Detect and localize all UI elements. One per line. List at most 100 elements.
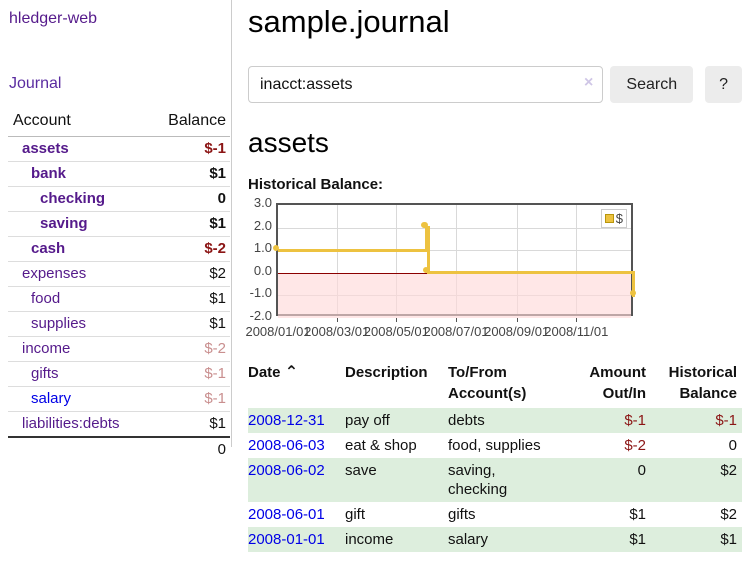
account-row: food $1 bbox=[8, 286, 230, 312]
gridline bbox=[278, 227, 631, 229]
account-link-supplies[interactable]: supplies bbox=[31, 315, 87, 332]
account-balance: $1 bbox=[209, 415, 226, 432]
account-link-bank[interactable]: bank bbox=[31, 165, 67, 182]
account-balance: $1 bbox=[209, 215, 226, 232]
x-tick-label: 2008/07/01 bbox=[423, 324, 489, 339]
col-accounts: To/From Account(s) bbox=[448, 364, 527, 402]
register-table: Date ⌃ Description To/From Account(s) Am… bbox=[248, 360, 742, 552]
y-tick-label: 2.0 bbox=[253, 217, 272, 233]
col-date[interactable]: Date ⌃ bbox=[248, 364, 299, 381]
account-row: supplies $1 bbox=[8, 311, 230, 337]
y-tick-label: 1.0 bbox=[253, 240, 272, 256]
data-point-marker bbox=[423, 267, 430, 274]
account-link-liabilities-debts[interactable]: liabilities:debts bbox=[22, 415, 120, 432]
transaction-date-link[interactable]: 2008-12-31 bbox=[248, 412, 325, 429]
search-form: × Search ? bbox=[248, 66, 742, 103]
series-line bbox=[427, 226, 431, 275]
clear-search-icon[interactable]: × bbox=[584, 74, 594, 91]
x-tick-label: 2008/05/01 bbox=[363, 324, 429, 339]
help-button[interactable]: ? bbox=[705, 66, 742, 103]
search-button[interactable]: Search bbox=[610, 66, 694, 103]
transaction-date-link[interactable]: 2008-06-03 bbox=[248, 437, 325, 454]
transaction-amount: 0 bbox=[637, 462, 646, 479]
accounts-col-account: Account bbox=[13, 112, 71, 129]
account-link-gifts[interactable]: gifts bbox=[31, 365, 59, 382]
transaction-accounts: saving, checking bbox=[448, 462, 508, 498]
x-tick-label: 2008/03/01 bbox=[304, 324, 370, 339]
account-balance: $-2 bbox=[204, 240, 226, 257]
accounts-total: 0 bbox=[217, 441, 226, 458]
account-link-assets[interactable]: assets bbox=[22, 140, 69, 157]
axis-tick bbox=[396, 318, 398, 322]
axis-tick bbox=[336, 318, 338, 322]
axis-tick bbox=[456, 318, 457, 322]
legend-swatch bbox=[604, 214, 614, 223]
account-link-expenses[interactable]: expenses bbox=[22, 265, 87, 282]
account-link-checking[interactable]: checking bbox=[40, 190, 106, 207]
legend-label: $ bbox=[615, 211, 623, 226]
transaction-date-link[interactable]: 2008-06-01 bbox=[248, 506, 325, 523]
account-link-salary[interactable]: salary bbox=[31, 390, 72, 407]
chart-plot-area[interactable]: $ bbox=[272, 203, 636, 318]
transaction-row: 2008-12-31 pay off debts $-1 $-1 bbox=[248, 408, 742, 433]
negative-region bbox=[278, 272, 631, 318]
gridline bbox=[336, 205, 338, 314]
transaction-amount: $-1 bbox=[624, 412, 646, 429]
chart-legend: $ bbox=[600, 209, 627, 228]
x-tick-label: 2008/11/01 bbox=[544, 324, 609, 339]
account-row: bank $1 bbox=[8, 161, 230, 187]
account-row: income $-2 bbox=[8, 336, 230, 362]
axis-tick bbox=[576, 318, 578, 322]
account-balance: $1 bbox=[209, 165, 226, 182]
transaction-balance: 0 bbox=[728, 437, 737, 454]
transaction-accounts: debts bbox=[448, 412, 485, 429]
col-amount: Amount Out/In bbox=[589, 364, 646, 402]
series-line bbox=[428, 271, 635, 275]
accounts-table: Account Balance assets $-1 bank $1 checking 0… bbox=[8, 107, 230, 462]
account-link-income[interactable]: income bbox=[22, 340, 71, 357]
y-tick-label: -1.0 bbox=[249, 285, 272, 301]
transaction-accounts: gifts bbox=[448, 506, 476, 523]
account-row: assets $-1 bbox=[8, 137, 230, 162]
account-heading: assets bbox=[248, 127, 329, 158]
y-tick-label: -2.0 bbox=[249, 308, 272, 323]
transaction-description: save bbox=[345, 462, 377, 479]
account-link-saving[interactable]: saving bbox=[40, 215, 88, 232]
transaction-description: gift bbox=[345, 506, 366, 523]
accounts-col-balance: Balance bbox=[168, 112, 226, 129]
balance-chart: 3.0 2.0 1.0 0.0 -1.0 -2.0 $ 2008/01/01 2008/03… bbox=[245, 195, 648, 343]
transaction-description: eat & shop bbox=[345, 437, 417, 454]
transaction-amount: $1 bbox=[629, 506, 646, 523]
transaction-accounts: food, supplies bbox=[448, 437, 541, 454]
account-row: gifts $-1 bbox=[8, 361, 230, 387]
account-balance: $-1 bbox=[204, 390, 226, 407]
transaction-date-link[interactable]: 2008-01-01 bbox=[248, 531, 325, 548]
brand-link[interactable]: hledger-web bbox=[9, 10, 98, 27]
series-line bbox=[425, 226, 429, 252]
transaction-balance: $2 bbox=[720, 462, 737, 479]
transaction-date-link[interactable]: 2008-06-02 bbox=[248, 462, 325, 479]
gridline bbox=[278, 250, 631, 252]
account-row: saving $1 bbox=[8, 211, 230, 237]
transaction-description: pay off bbox=[345, 412, 390, 429]
account-link-cash[interactable]: cash bbox=[31, 240, 66, 257]
series-line bbox=[632, 271, 635, 297]
gridline bbox=[576, 205, 578, 314]
transaction-balance: $2 bbox=[720, 506, 737, 523]
transaction-row: 2008-06-01 gift gifts $1 $2 bbox=[248, 502, 742, 527]
account-link-food[interactable]: food bbox=[31, 290, 61, 307]
account-row: salary $-1 bbox=[8, 386, 230, 412]
account-balance: $-2 bbox=[204, 340, 226, 357]
nav-journal-link[interactable]: Journal bbox=[9, 75, 62, 92]
data-point-marker bbox=[629, 289, 636, 296]
col-balance: Historical Balance bbox=[668, 364, 737, 402]
transaction-description: income bbox=[345, 531, 394, 548]
gridline bbox=[396, 205, 398, 314]
col-description: Description bbox=[345, 364, 428, 381]
accounts-total-row: 0 bbox=[8, 437, 230, 462]
axis-tick bbox=[516, 318, 518, 322]
x-tick-label: 2008/09/01 bbox=[484, 324, 550, 339]
transaction-accounts: salary bbox=[448, 531, 489, 548]
y-tick-label: 0.0 bbox=[253, 262, 272, 278]
search-input[interactable] bbox=[248, 66, 604, 103]
